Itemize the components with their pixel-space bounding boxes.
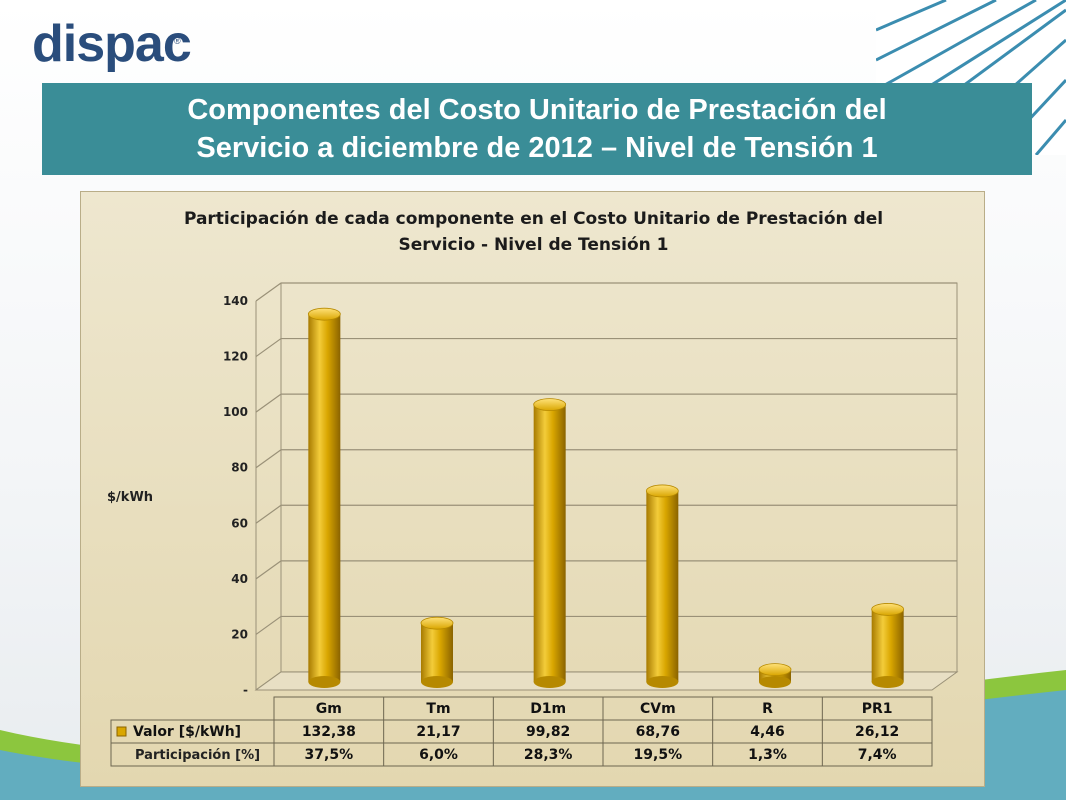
y-tick-label: 120 [223,350,248,364]
bar-CVm [646,490,679,682]
bar-cap-D1m [533,398,567,412]
data-label-participacion: 1,3% [748,747,787,763]
gridline-side [255,393,282,413]
chart-title-line-1: Participación de cada componente en el C… [183,209,884,229]
y-tick-label: 60 [231,516,248,530]
logo-registered-mark: ® [174,36,181,46]
data-label-valor: 68,76 [636,724,680,740]
bar-D1m [533,404,566,682]
bar-base-R [759,676,791,688]
bar-base-Gm [308,676,341,688]
data-label-participacion: 37,5% [305,747,354,763]
logo-text: dispac [32,15,192,73]
bar-cap-R [758,663,792,677]
slide-title-line-1: Componentes del Costo Unitario de Presta… [187,94,887,126]
data-label-valor: 21,17 [416,724,460,740]
plot-back-wall [280,282,958,673]
gridline-side [255,560,282,580]
bar-cap-Tm [420,616,454,630]
legend-label-valor: Valor [$/kWh] [133,724,241,740]
gridline-side [255,338,282,358]
y-tick-label: 140 [223,294,248,308]
gridline-side [255,282,282,302]
slide-title-line-2: Servicio a diciembre de 2012 – Nivel de … [196,132,878,164]
legend-key-valor [116,726,127,737]
bar-PR1 [871,609,904,682]
plot-floor [254,671,959,691]
bar-Gm [308,314,341,682]
x-tick-label: CVm [640,701,676,717]
bar-base-Tm [421,676,453,688]
data-label-valor: 4,46 [750,724,785,740]
x-tick-label: Gm [316,701,342,717]
chart-title-line-2: Servicio - Nivel de Tensión 1 [398,235,669,255]
y-axis-label: $/kWh [107,490,154,505]
gridline-side [255,449,282,469]
y-tick-label: 20 [231,627,248,641]
bar-cap-CVm [645,484,679,498]
y-tick-label: 40 [231,572,248,586]
x-tick-label: PR1 [862,701,893,717]
bar-base-PR1 [871,676,904,688]
x-tick-label: D1m [530,701,566,717]
bar-base-D1m [533,676,566,688]
data-label-participacion: 7,4% [858,747,897,763]
data-label-valor: 132,38 [302,724,356,740]
chart-panel: Participación de cada componente en el C… [80,191,985,787]
bar-base-CVm [646,676,679,688]
data-label-participacion: 19,5% [634,747,683,763]
data-label-participacion: 28,3% [524,747,573,763]
slide-title: Componentes del Costo Unitario de Presta… [42,83,1032,175]
bar-chart: - 20 40 60 80 100 120 140 Gm 132,38 37,5% Tm 21,17 6,… [110,282,959,767]
gridline-side [255,504,282,524]
row-label-participacion: Participación [%] [135,748,260,763]
y-tick-label: - [243,683,248,697]
data-label-valor: 99,82 [526,724,570,740]
bar-cap-Gm [307,307,341,321]
chart-title: Participación de cada componente en el C… [81,206,986,258]
y-tick-label: 80 [231,461,248,475]
bar-Tm [421,623,453,682]
data-label-participacion: 6,0% [419,747,458,763]
gridline-side [255,615,282,635]
bar-cap-PR1 [871,603,905,616]
x-tick-label: R [762,701,773,717]
data-label-valor: 26,12 [855,724,899,740]
x-tick-label: Tm [426,701,450,717]
y-tick-label: 100 [223,405,248,419]
